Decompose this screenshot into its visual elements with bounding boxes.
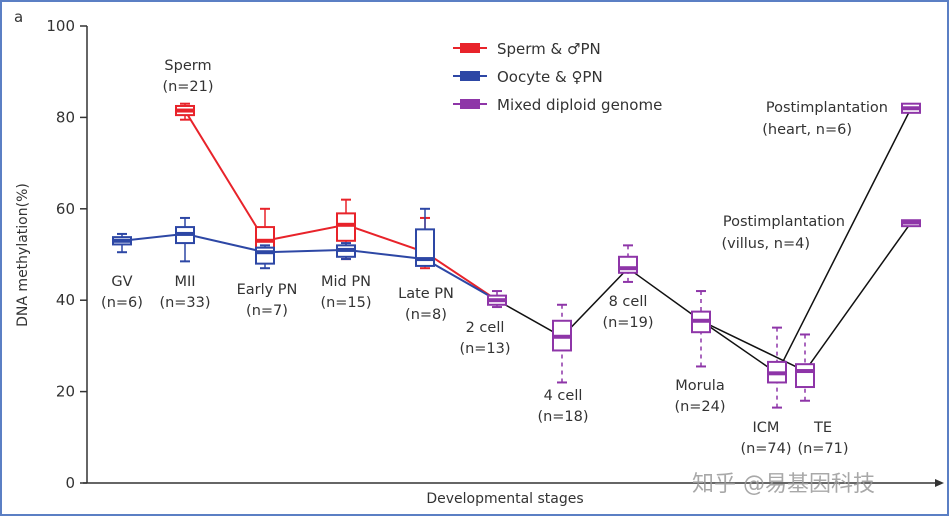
box-median: [176, 231, 194, 236]
category-label-Morula: Morula: [675, 378, 724, 394]
mixed-connector-line-1: [496, 107, 912, 375]
box-median: [768, 371, 786, 376]
box-median: [416, 257, 434, 262]
x-axis-title: Developmental stages: [426, 491, 583, 507]
box-median: [113, 238, 131, 243]
mixed-box-8cell: [618, 244, 638, 283]
category-n-MidPN: (n=15): [320, 295, 371, 311]
x-axis-arrow: [935, 479, 944, 487]
sperm-connector-line: [184, 110, 498, 302]
legend-label: Oocyte & ♀PN: [497, 68, 603, 86]
category-label-GV: GV: [111, 274, 132, 290]
box-median: [619, 266, 637, 271]
box-median: [337, 247, 355, 252]
mixed-box-2cell: [487, 290, 507, 309]
sperm-box-MII: [175, 102, 195, 121]
sperm_label-n: (n=21): [162, 79, 213, 95]
legend-label: Sperm & ♂PN: [497, 40, 601, 58]
mixed-box-Morula: [691, 290, 711, 368]
mixed-box-TE: [795, 333, 815, 402]
panel-label: a: [14, 8, 23, 26]
box-iqr: [618, 255, 638, 274]
y-tick-label: 80: [56, 108, 75, 126]
legend-swatch: [460, 71, 480, 81]
category-label-LatePN: Late PN: [398, 286, 454, 302]
y-tick-label: 60: [56, 200, 75, 218]
y-tick-label: 20: [56, 383, 75, 401]
category-n-Morula: (n=24): [674, 399, 725, 415]
heart_label-n: (heart, n=6): [762, 122, 852, 138]
watermark: 知乎 @易基因科技: [692, 472, 875, 497]
box-iqr: [336, 212, 356, 242]
box-median: [553, 334, 571, 339]
oocyte-box-MidPN: [336, 242, 356, 261]
legend-item-mixed: Mixed diploid genome: [453, 96, 662, 114]
villus_label: Postimplantation: [723, 214, 845, 230]
category-label-2cell: 2 cell: [466, 320, 505, 336]
y-tick-label: 40: [56, 291, 75, 309]
box-median: [256, 238, 274, 243]
villus_label-n: (villus, n=4): [721, 236, 810, 252]
mixed-box-Post-villus: [901, 219, 921, 228]
category-n-EarlyPN: (n=7): [246, 303, 288, 319]
box-median: [796, 369, 814, 374]
mixed-box-Post-heart: [901, 102, 921, 114]
box-iqr: [255, 246, 275, 265]
legend-item-oocyte: Oocyte & ♀PN: [453, 68, 603, 86]
sperm-box-EarlyPN: [255, 207, 275, 261]
category-labels: GV (n=6) MII (n=33) Early PN (n=7) Mid PN (n=15…: [101, 58, 888, 457]
category-label-MidPN: Mid PN: [321, 274, 371, 290]
category-n-ICM: (n=74): [740, 441, 791, 457]
legend-swatch: [460, 43, 480, 53]
category-label-8cell: 8 cell: [609, 294, 648, 310]
mixed-box-ICM: [767, 326, 787, 409]
box-median: [256, 250, 274, 255]
box-median: [337, 222, 355, 227]
y-tick-label: 0: [65, 474, 75, 492]
sperm_label: Sperm: [164, 58, 211, 74]
legend: Sperm & ♂PN Oocyte & ♀PN Mixed diploid gen…: [453, 40, 662, 114]
y-axis-title: DNA methylation(%): [15, 183, 31, 327]
oocyte-box-GV: [112, 232, 132, 254]
legend-label: Mixed diploid genome: [497, 96, 662, 114]
heart_label: Postimplantation: [766, 100, 888, 116]
oocyte-box-EarlyPN: [255, 244, 275, 270]
legend-swatch: [460, 99, 480, 109]
box-median: [902, 220, 920, 225]
category-n-LatePN: (n=8): [405, 307, 447, 323]
category-n-GV: (n=6): [101, 295, 143, 311]
oocyte-box-LatePN: [415, 207, 435, 267]
box-median: [692, 318, 710, 323]
box-median: [176, 108, 194, 113]
oocyte-connector-line: [121, 232, 498, 302]
legend-item-sperm: Sperm & ♂PN: [453, 40, 601, 58]
category-n-MII: (n=33): [159, 295, 210, 311]
category-n-TE: (n=71): [797, 441, 848, 457]
mixed-box-4cell: [552, 303, 572, 384]
boxes: [112, 102, 921, 409]
category-label-TE: TE: [813, 420, 832, 436]
category-label-MII: MII: [174, 274, 195, 290]
box-iqr: [795, 363, 815, 389]
y-tick-label: 100: [46, 17, 75, 35]
category-label-ICM: ICM: [753, 420, 780, 436]
category-label-4cell: 4 cell: [544, 388, 583, 404]
oocyte-box-MII: [175, 216, 195, 263]
category-n-4cell: (n=18): [537, 409, 588, 425]
box-iqr: [415, 228, 435, 267]
box-median: [488, 298, 506, 303]
category-n-2cell: (n=13): [459, 341, 510, 357]
box-median: [902, 106, 920, 111]
category-label-EarlyPN: Early PN: [237, 282, 298, 298]
axes: 0 20 40 60 80 100: [46, 17, 944, 492]
category-n-8cell: (n=19): [602, 315, 653, 331]
